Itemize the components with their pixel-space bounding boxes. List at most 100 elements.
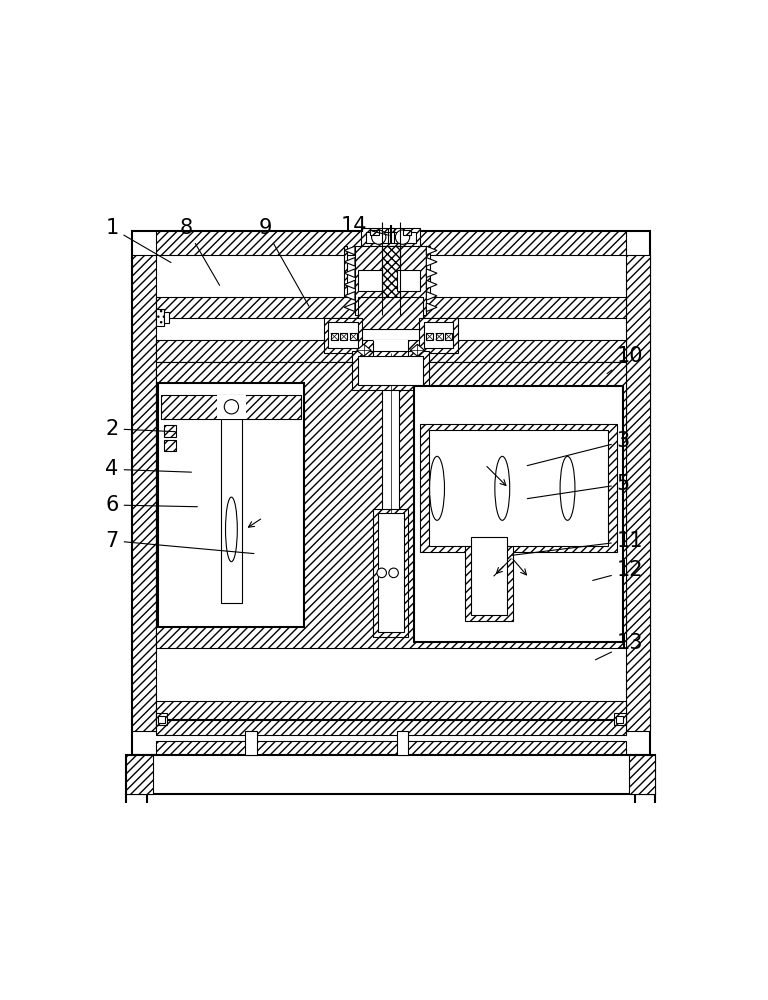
- Bar: [155, 741, 626, 755]
- Bar: [132, 255, 155, 731]
- Bar: [382, 246, 399, 315]
- Text: 10: 10: [607, 346, 644, 374]
- Bar: [358, 356, 423, 385]
- Bar: [170, 820, 200, 829]
- Bar: [217, 395, 247, 419]
- Bar: [155, 309, 164, 326]
- Circle shape: [372, 230, 386, 244]
- Bar: [340, 333, 347, 340]
- Text: 13: 13: [595, 633, 644, 660]
- Bar: [161, 395, 301, 419]
- Polygon shape: [344, 258, 355, 266]
- Bar: [616, 716, 624, 723]
- Bar: [323, 318, 362, 353]
- Bar: [126, 794, 147, 886]
- Ellipse shape: [495, 456, 510, 520]
- Bar: [155, 340, 626, 362]
- Bar: [634, 877, 655, 886]
- Bar: [155, 297, 626, 318]
- Polygon shape: [426, 303, 437, 312]
- Polygon shape: [426, 280, 437, 289]
- Bar: [126, 755, 153, 794]
- Text: 3: 3: [528, 431, 630, 466]
- Bar: [435, 333, 442, 340]
- Bar: [614, 713, 626, 725]
- Polygon shape: [344, 280, 355, 289]
- Bar: [245, 731, 257, 755]
- Bar: [581, 820, 611, 829]
- Circle shape: [172, 861, 198, 887]
- Text: 2: 2: [105, 419, 175, 439]
- Bar: [369, 230, 379, 235]
- Ellipse shape: [226, 497, 237, 562]
- Text: 9: 9: [258, 218, 309, 306]
- Bar: [629, 755, 656, 794]
- Bar: [445, 333, 452, 340]
- Text: 6: 6: [105, 495, 197, 515]
- Circle shape: [224, 400, 239, 414]
- Bar: [626, 255, 650, 731]
- Text: 11: 11: [512, 531, 644, 555]
- Text: 4: 4: [105, 459, 191, 479]
- Bar: [415, 386, 623, 642]
- Bar: [396, 731, 409, 755]
- Bar: [155, 255, 626, 741]
- Bar: [132, 231, 650, 755]
- Bar: [366, 232, 415, 243]
- Polygon shape: [344, 269, 355, 277]
- Bar: [424, 322, 453, 348]
- Bar: [350, 333, 357, 340]
- Polygon shape: [356, 344, 371, 356]
- Bar: [126, 755, 656, 794]
- Bar: [352, 351, 429, 390]
- Polygon shape: [344, 303, 355, 312]
- Circle shape: [377, 568, 386, 578]
- Bar: [158, 716, 165, 723]
- Bar: [429, 430, 607, 546]
- Polygon shape: [426, 246, 437, 255]
- Bar: [155, 701, 626, 719]
- Bar: [361, 228, 420, 246]
- Polygon shape: [344, 292, 355, 300]
- Bar: [331, 333, 338, 340]
- Bar: [155, 713, 167, 725]
- Polygon shape: [410, 344, 425, 356]
- Bar: [155, 231, 626, 255]
- Bar: [329, 322, 358, 348]
- Bar: [158, 383, 304, 627]
- Polygon shape: [426, 258, 437, 266]
- Bar: [471, 537, 507, 615]
- Polygon shape: [426, 292, 437, 300]
- Circle shape: [583, 861, 609, 887]
- Text: 12: 12: [593, 560, 644, 580]
- Bar: [372, 340, 409, 362]
- Polygon shape: [344, 246, 355, 255]
- Polygon shape: [426, 269, 437, 277]
- Text: 8: 8: [180, 218, 220, 285]
- Bar: [220, 419, 242, 603]
- Text: 7: 7: [105, 531, 254, 554]
- Bar: [465, 531, 513, 621]
- Bar: [634, 794, 655, 886]
- Bar: [164, 440, 177, 451]
- Text: 5: 5: [528, 474, 630, 499]
- Bar: [581, 829, 611, 844]
- Bar: [372, 509, 409, 637]
- Bar: [355, 246, 426, 315]
- Circle shape: [396, 230, 409, 244]
- Bar: [378, 513, 404, 632]
- Bar: [155, 362, 626, 648]
- Ellipse shape: [560, 456, 575, 520]
- Bar: [419, 318, 458, 353]
- Bar: [344, 246, 347, 315]
- Bar: [358, 270, 382, 291]
- Text: 14: 14: [340, 216, 389, 236]
- Bar: [164, 425, 177, 437]
- Bar: [402, 230, 412, 235]
- Bar: [426, 246, 429, 315]
- Bar: [358, 297, 423, 329]
- Bar: [155, 720, 626, 735]
- Ellipse shape: [429, 456, 445, 520]
- Circle shape: [389, 568, 399, 578]
- Bar: [396, 270, 420, 291]
